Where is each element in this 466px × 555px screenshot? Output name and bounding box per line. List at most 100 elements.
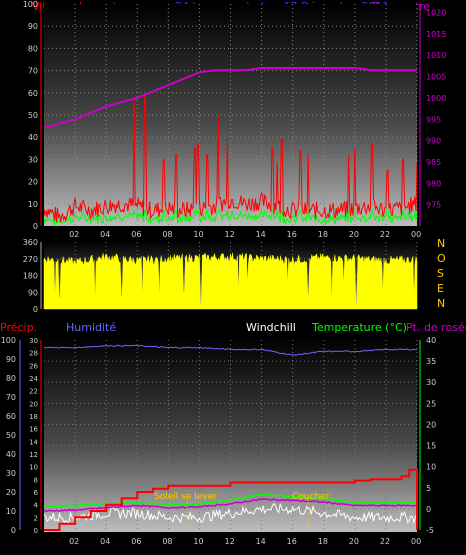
y-tick-label-precip: 22 bbox=[29, 388, 38, 396]
y-tick-label: 50 bbox=[6, 431, 16, 440]
y-tick-label: 40 bbox=[6, 450, 16, 459]
y-tick-label: 0 bbox=[33, 222, 38, 231]
y-tick-label: 30 bbox=[28, 155, 38, 164]
humidity-label: Humidité bbox=[66, 321, 116, 334]
x-tick-label: 22 bbox=[380, 537, 390, 546]
y-tick-label-baro: 995 bbox=[426, 115, 441, 124]
y-tick-label: 180 bbox=[23, 272, 38, 281]
x-tick-label: 10 bbox=[193, 230, 203, 239]
series-wind-line bbox=[43, 96, 418, 223]
y-tick-label: 90 bbox=[28, 288, 38, 297]
y-tick-label-baro: 1005 bbox=[426, 73, 446, 82]
y-tick-label: 10 bbox=[6, 507, 16, 516]
temperature-label: Temperature (°C) bbox=[311, 321, 407, 334]
y-tick-label: 100 bbox=[23, 0, 38, 9]
series-direction bbox=[43, 252, 418, 310]
y-tick-label-temp: 15 bbox=[426, 442, 436, 451]
x-tick-label: 18 bbox=[318, 230, 328, 239]
series-wind-baro bbox=[43, 67, 418, 226]
y-tick-label: 70 bbox=[28, 67, 38, 76]
x-tick-label: 02 bbox=[69, 230, 79, 239]
x-tick-label: 04 bbox=[100, 537, 110, 546]
y-tick-label: 20 bbox=[28, 178, 38, 187]
y-tick-label-temp: 0 bbox=[426, 505, 431, 514]
x-tick-label: 06 bbox=[131, 230, 141, 239]
y-tick-label: 80 bbox=[6, 374, 16, 383]
y-tick-label-temp: 10 bbox=[426, 463, 436, 472]
y-tick-label: 10 bbox=[28, 200, 38, 209]
y-tick-label: 90 bbox=[28, 22, 38, 31]
y-tick-label-precip: 30 bbox=[29, 337, 38, 345]
y-tick-label: 20 bbox=[6, 488, 16, 497]
series-precip-line bbox=[44, 468, 418, 531]
x-tick-label: 20 bbox=[349, 230, 359, 239]
x-tick-label: 14 bbox=[256, 230, 266, 239]
y-tick-label-precip: 26 bbox=[29, 362, 38, 370]
compass-letter: N bbox=[437, 297, 445, 310]
series-barometer-line bbox=[43, 67, 417, 129]
y-tick-label-baro: 990 bbox=[426, 137, 441, 146]
y-axis-temperature: -5 0 5 10 15 20 25 30 35 40 bbox=[419, 336, 436, 535]
y-tick-label-baro: 975 bbox=[426, 201, 441, 210]
x-tick-label: 20 bbox=[349, 537, 359, 546]
y-tick-label-temp: 30 bbox=[426, 378, 436, 387]
y-tick-label: 90 bbox=[6, 355, 16, 364]
series-direction-area bbox=[43, 252, 418, 310]
y-tick-label: 270 bbox=[23, 255, 38, 264]
y-tick-label: 50 bbox=[28, 111, 38, 120]
series-humidity-line bbox=[43, 344, 418, 356]
y-tick-label-precip: 0 bbox=[34, 527, 38, 535]
x-tick-label: 02 bbox=[69, 537, 79, 546]
y-tick-label-temp: -5 bbox=[426, 526, 434, 535]
y-tick-label-baro: 980 bbox=[426, 179, 441, 188]
y-tick-label: 30 bbox=[6, 469, 16, 478]
y-tick-label-precip: 8 bbox=[34, 476, 38, 484]
y-axis-humidity: 0 10 20 30 40 50 60 70 80 90 100 bbox=[1, 336, 21, 535]
y-tick-label: 0 bbox=[11, 526, 16, 535]
x-tick-label: 10 bbox=[193, 537, 203, 546]
y-tick-label-temp: 5 bbox=[426, 484, 431, 493]
y-tick-label-precip: 18 bbox=[29, 413, 38, 421]
sunrise-annotation: Soleil se lever bbox=[154, 492, 217, 502]
x-tick-label: 22 bbox=[380, 230, 390, 239]
y-tick-label: 70 bbox=[6, 393, 16, 402]
series-temperature-line bbox=[43, 493, 418, 509]
x-tick-label: 08 bbox=[162, 230, 172, 239]
x-tick-label: 00 bbox=[411, 537, 421, 546]
compass-letter: E bbox=[437, 282, 444, 295]
x-tick-label: 00 bbox=[411, 230, 421, 239]
compass-letter: O bbox=[437, 252, 446, 265]
x-tick-label: 16 bbox=[287, 230, 297, 239]
y-tick-label-temp: 20 bbox=[426, 420, 436, 429]
x-tick-label: 06 bbox=[131, 537, 141, 546]
y-tick-label-precip: 12 bbox=[29, 451, 38, 459]
y-axis-direction: 0 90 180 270 360 bbox=[23, 238, 42, 314]
y-tick-label-precip: 2 bbox=[34, 514, 38, 522]
x-tick-label: 08 bbox=[162, 537, 172, 546]
x-tick-label: 16 bbox=[287, 537, 297, 546]
compass-letter: S bbox=[437, 267, 444, 280]
y-tick-label-baro: 1000 bbox=[426, 94, 446, 103]
y-tick-label: 100 bbox=[1, 336, 16, 345]
precip-label: Précip. bbox=[0, 321, 37, 334]
y-tick-label-temp: 35 bbox=[426, 357, 436, 366]
y-tick-label-precip: 6 bbox=[34, 489, 39, 497]
compass-letter: N bbox=[437, 237, 445, 250]
y-tick-label: 80 bbox=[28, 44, 38, 53]
x-axis-temp: 02 04 06 08 10 12 14 16 18 20 22 00 bbox=[69, 537, 421, 546]
y-axis-barometer: 975 980 985 990 995 1000 1005 1010 1015 1020 bbox=[419, 4, 446, 226]
y-tick-label: 360 bbox=[23, 238, 38, 247]
y-tick-label: 40 bbox=[28, 133, 38, 142]
x-tick-label: 04 bbox=[100, 230, 110, 239]
x-tick-label: 18 bbox=[318, 537, 328, 546]
y-tick-label-baro: 1015 bbox=[426, 30, 446, 39]
series-windchill-line bbox=[43, 502, 418, 525]
windchill-label: Windchill bbox=[246, 321, 296, 334]
sunset-annotation: Coucher bbox=[292, 492, 330, 502]
